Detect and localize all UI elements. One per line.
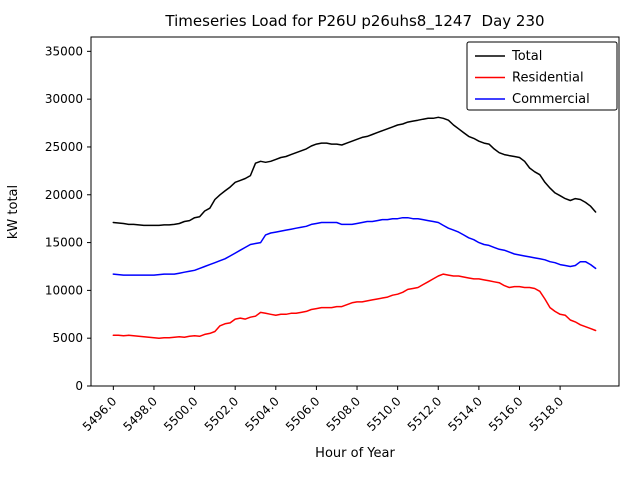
- y-tick-label: 35000: [45, 44, 83, 58]
- legend-label-commercial: Commercial: [512, 92, 590, 107]
- x-tick-label: 5516.0: [486, 394, 526, 434]
- series-line-residential: [112, 273, 597, 339]
- chart-title: Timeseries Load for P26U p26uhs8_1247 Da…: [164, 12, 544, 31]
- y-tick-label: 5000: [52, 331, 83, 345]
- legend-label-total: Total: [511, 49, 542, 64]
- x-tick-label: 5504.0: [242, 394, 282, 434]
- x-tick-label: 5508.0: [324, 394, 364, 434]
- y-axis-label: kW total: [6, 185, 21, 239]
- x-tick-label: 5510.0: [364, 394, 404, 434]
- x-axis-label: Hour of Year: [315, 446, 395, 461]
- y-tick-label: 25000: [45, 140, 83, 154]
- legend: Total Residential Commercial: [466, 41, 618, 111]
- x-tick-label: 5500.0: [161, 394, 201, 434]
- y-tick-label: 15000: [45, 236, 83, 250]
- series-line-commercial: [112, 216, 597, 276]
- legend-box: [466, 41, 618, 111]
- y-tick-label: 30000: [45, 92, 83, 106]
- y-tick-label: 20000: [45, 188, 83, 202]
- legend-label-residential: Residential: [512, 71, 584, 86]
- x-tick-label: 5506.0: [283, 394, 323, 434]
- series-line-total: [112, 116, 597, 227]
- axes-spines: [90, 36, 620, 387]
- y-tick-label: 0: [75, 379, 83, 393]
- x-tick-label: 5496.0: [80, 394, 120, 434]
- x-tick-label: 5498.0: [120, 394, 160, 434]
- x-tick-label: 5502.0: [202, 394, 242, 434]
- y-tick-label: 10000: [45, 283, 83, 297]
- x-tick-label: 5512.0: [405, 394, 445, 434]
- x-tick-label: 5518.0: [527, 394, 567, 434]
- x-tick-label: 5514.0: [445, 394, 485, 434]
